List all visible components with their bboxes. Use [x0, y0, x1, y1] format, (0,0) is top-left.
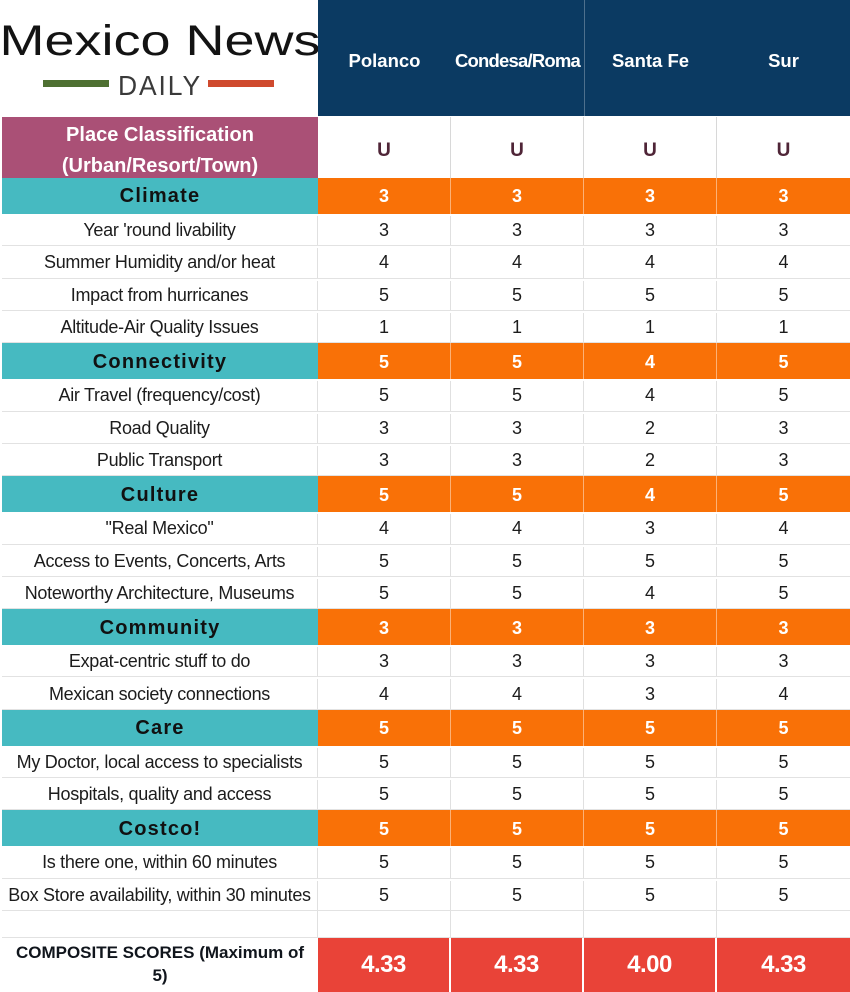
svg-text:Mexico News: Mexico News — [0, 17, 318, 65]
svg-text:DAILY: DAILY — [118, 70, 202, 101]
